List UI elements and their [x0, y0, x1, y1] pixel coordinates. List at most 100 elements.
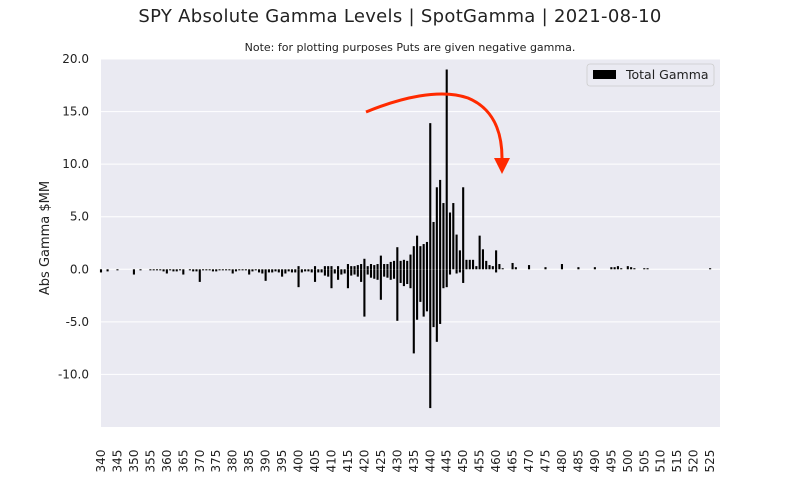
- bar-negative: [330, 269, 333, 289]
- x-tick-label: 420: [357, 450, 371, 473]
- x-tick-label: 370: [193, 450, 207, 473]
- x-tick-label: 395: [275, 450, 289, 473]
- bar-positive: [577, 267, 580, 270]
- bar-positive: [419, 246, 422, 270]
- bar-positive: [630, 267, 633, 270]
- x-tick-label: 475: [538, 450, 552, 473]
- bar-negative: [337, 269, 340, 280]
- bar-negative: [192, 269, 195, 272]
- bar-negative: [169, 269, 172, 271]
- x-tick-label: 385: [242, 450, 256, 473]
- bar-positive: [327, 266, 330, 270]
- plot-area: [101, 59, 720, 427]
- x-tick-label: 445: [440, 450, 454, 473]
- bar-positive: [399, 260, 402, 270]
- bar-negative: [215, 269, 218, 272]
- x-tick-label: 505: [637, 450, 651, 473]
- legend-swatch: [593, 70, 616, 79]
- bar-positive: [350, 266, 353, 270]
- bar-negative: [188, 269, 191, 271]
- bar-negative: [300, 269, 303, 273]
- bar-positive: [330, 266, 333, 270]
- bar-positive: [472, 259, 475, 270]
- bar-negative: [218, 269, 221, 271]
- bar-positive: [406, 260, 409, 270]
- x-tick-label: 365: [176, 450, 190, 473]
- bar-negative: [422, 269, 425, 317]
- bar-negative: [412, 269, 415, 354]
- bar-negative: [182, 269, 185, 275]
- bar-positive: [616, 266, 619, 270]
- bar-positive: [337, 266, 340, 270]
- bar-negative: [369, 269, 373, 278]
- bar-positive: [527, 265, 531, 270]
- x-tick-label: 490: [588, 450, 602, 473]
- y-tick-label: -5.0: [66, 315, 89, 329]
- bar-positive: [373, 265, 376, 270]
- bar-negative: [350, 269, 353, 276]
- bar-negative: [343, 269, 346, 274]
- bar-positive: [422, 244, 425, 270]
- bar-negative: [495, 269, 498, 273]
- x-tick-label: 465: [506, 450, 520, 473]
- bar-negative: [448, 269, 452, 275]
- bar-negative: [294, 269, 297, 273]
- bar-negative: [363, 269, 366, 317]
- bar-negative: [416, 269, 419, 320]
- bar-negative: [458, 269, 461, 273]
- bar-positive: [626, 266, 629, 270]
- x-tick-label: 355: [143, 450, 157, 473]
- x-tick-label: 415: [341, 450, 355, 473]
- bar-positive: [633, 268, 636, 270]
- bar-positive: [386, 264, 389, 270]
- bar-positive: [498, 264, 501, 270]
- bar-positive: [432, 221, 435, 270]
- x-tick-label: 410: [324, 450, 338, 473]
- x-tick-label: 440: [423, 450, 437, 473]
- arrow-head-icon: [494, 158, 510, 174]
- bars-group: [99, 69, 712, 409]
- bar-negative: [383, 269, 386, 277]
- bar-negative: [231, 269, 234, 274]
- bar-negative: [333, 269, 336, 274]
- bar-negative: [392, 269, 396, 279]
- x-axis-ticks: 340 345 350 355 360 365 370 375 380 385 390 395 400 4…: [94, 450, 717, 473]
- bar-positive: [346, 264, 349, 270]
- bar-negative: [261, 269, 264, 274]
- bar-positive: [620, 268, 623, 270]
- x-tick-label: 470: [522, 450, 536, 473]
- bar-negative: [386, 269, 389, 278]
- bar-positive: [468, 259, 471, 270]
- bar-positive: [353, 266, 356, 270]
- bar-negative: [178, 269, 182, 271]
- bar-positive: [376, 264, 379, 270]
- bar-negative: [462, 269, 465, 283]
- bar-negative: [251, 269, 254, 272]
- bar-positive: [297, 266, 300, 270]
- bar-negative: [205, 269, 208, 271]
- x-tick-label: 460: [489, 450, 503, 473]
- bar-positive: [452, 203, 455, 270]
- bar-positive: [439, 179, 442, 270]
- bar-negative: [445, 269, 448, 288]
- bar-positive: [465, 259, 468, 270]
- bar-positive: [435, 187, 438, 270]
- x-tick-label: 435: [407, 450, 421, 473]
- x-tick-label: 500: [621, 450, 635, 473]
- bar-positive: [478, 235, 481, 270]
- bar-positive: [491, 266, 494, 270]
- bar-negative: [320, 269, 323, 273]
- y-axis-label: Abs Gamma $MM: [38, 181, 53, 295]
- bar-negative: [281, 269, 284, 277]
- y-tick-label: 5.0: [70, 210, 89, 224]
- bar-negative: [284, 269, 287, 274]
- bar-negative: [234, 269, 238, 272]
- bar-negative: [244, 269, 247, 271]
- bar-negative: [139, 269, 142, 271]
- arrow-annotation: [365, 92, 510, 174]
- bar-negative: [439, 269, 442, 324]
- bar-positive: [448, 212, 452, 270]
- chart-subtitle: Note: for plotting purposes Puts are giv…: [244, 41, 576, 54]
- bar-positive: [593, 267, 596, 270]
- x-tick-label: 340: [94, 450, 108, 473]
